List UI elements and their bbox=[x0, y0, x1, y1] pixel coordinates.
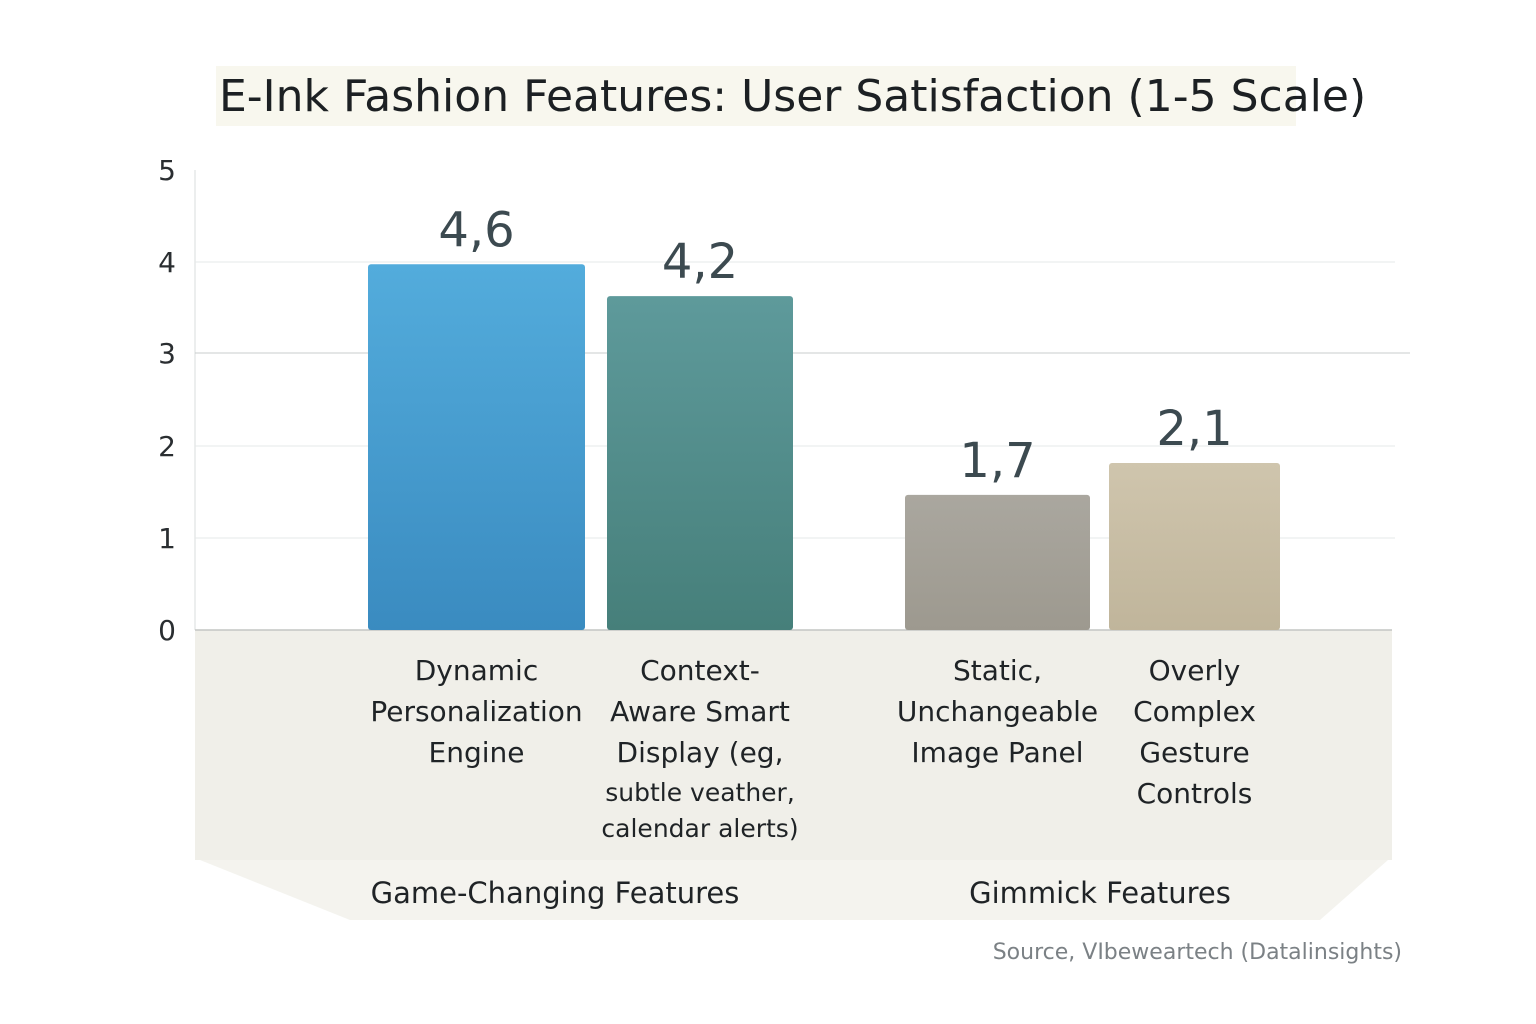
title-background bbox=[216, 66, 1296, 126]
bar-3 bbox=[905, 494, 1090, 630]
y-tick-label: 2 bbox=[158, 430, 176, 463]
group-label: Game-Changing Features bbox=[371, 876, 740, 910]
category-label-line: Overly bbox=[1149, 654, 1241, 687]
bar-value-label: 4,6 bbox=[438, 202, 514, 258]
category-label-line: Controls bbox=[1137, 777, 1253, 810]
bar-value-label: 1,7 bbox=[959, 433, 1035, 489]
group-label: Gimmick Features bbox=[969, 876, 1231, 910]
category-label-line: subtle veather, bbox=[605, 778, 795, 807]
category-label-line: Personalization bbox=[370, 695, 582, 728]
y-tick-label: 0 bbox=[158, 614, 176, 647]
y-tick-label: 5 bbox=[158, 154, 176, 187]
y-tick-label: 1 bbox=[158, 522, 176, 555]
category-label-panel bbox=[195, 630, 1392, 860]
category-label-line: Display (eg, bbox=[617, 736, 784, 769]
bar-4 bbox=[1109, 463, 1280, 630]
bar-2 bbox=[607, 296, 793, 630]
category-label-line: Complex bbox=[1133, 695, 1256, 728]
bar-value-label: 4,2 bbox=[662, 234, 738, 290]
y-tick-label: 3 bbox=[158, 337, 176, 370]
bar-value-label: 2,1 bbox=[1156, 401, 1232, 457]
category-label-line: Engine bbox=[429, 736, 525, 769]
category-label-line: Aware Smart bbox=[610, 695, 790, 728]
chart-title: E-Ink Fashion Features: User Satisfactio… bbox=[219, 71, 1366, 122]
group-label-band bbox=[200, 860, 1388, 920]
bar-1 bbox=[368, 264, 585, 630]
category-label-line: calendar alerts) bbox=[601, 814, 798, 843]
category-label-line: Dynamic bbox=[415, 654, 538, 687]
category-label-line: Static, bbox=[953, 654, 1042, 687]
category-label-line: Gesture bbox=[1139, 736, 1249, 769]
source-note: Source, VIbeweartech (Datalinsights) bbox=[993, 940, 1402, 965]
category-label-line: Context- bbox=[640, 654, 760, 687]
y-tick-label: 4 bbox=[158, 246, 176, 279]
category-label-line: Unchangeable bbox=[897, 695, 1098, 728]
category-label-line: Image Panel bbox=[911, 736, 1083, 769]
